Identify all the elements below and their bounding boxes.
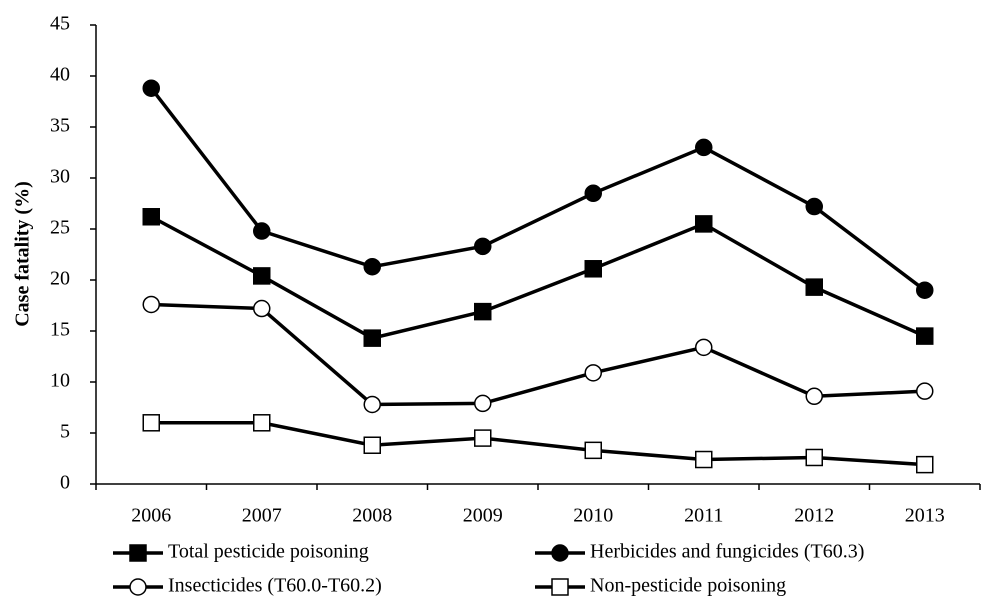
y-tick-label: 30: [50, 166, 70, 188]
y-tick-label: 40: [50, 64, 70, 86]
data-point: [142, 208, 160, 226]
data-point: [142, 79, 160, 97]
y-tick-label: 10: [50, 370, 70, 392]
data-point: [695, 450, 713, 469]
y-tick-label: 15: [50, 319, 70, 341]
data-point: [695, 338, 713, 357]
data-point: [363, 436, 381, 454]
x-tick-label: 2007: [242, 505, 282, 527]
x-tick-label: 2006: [131, 505, 171, 527]
data-point: [584, 364, 602, 382]
data-point: [695, 138, 713, 157]
data-point: [805, 197, 823, 216]
y-tick-label: 20: [50, 268, 70, 290]
legend-marker: [129, 544, 147, 562]
data-point: [916, 281, 934, 299]
data-point: [584, 260, 602, 278]
x-tick-label: 2008: [352, 505, 392, 527]
data-point: [142, 414, 160, 432]
data-point: [474, 394, 492, 413]
data-point: [805, 448, 823, 467]
legend-label: Non-pesticide poisoning: [590, 575, 786, 597]
series-line: [151, 421, 925, 467]
data-point: [253, 414, 271, 432]
y-axis-title: Case fatality (%): [12, 181, 34, 327]
y-tick-label: 35: [50, 115, 70, 137]
series-line: [150, 215, 926, 341]
y-tick-label: 0: [60, 472, 70, 494]
series-line: [149, 87, 926, 292]
x-tick-label: 2011: [684, 505, 723, 527]
data-point: [363, 395, 381, 414]
x-tick-label: 2009: [463, 505, 503, 527]
data-point: [363, 329, 381, 347]
y-tick-label: 25: [50, 217, 70, 239]
legend-label: Herbicides and fungicides (T60.3): [590, 541, 864, 563]
legend-marker: [551, 544, 569, 562]
y-tick-label: 45: [50, 13, 70, 35]
data-point: [916, 455, 934, 474]
data-point: [253, 267, 271, 285]
data-point: [584, 441, 602, 460]
legend-label: Insecticides (T60.0-T60.2): [168, 575, 382, 597]
legend-label: Total pesticide poisoning: [168, 541, 369, 563]
data-point: [474, 237, 492, 256]
data-point: [474, 302, 492, 321]
legend-marker: [129, 578, 147, 596]
data-point: [805, 278, 823, 296]
legend-marker: [551, 578, 569, 596]
data-point: [253, 299, 271, 318]
data-point: [584, 184, 602, 203]
data-point: [916, 382, 934, 400]
x-tick-label: 2013: [905, 505, 945, 527]
data-point: [253, 222, 271, 240]
x-tick-label: 2010: [573, 505, 613, 527]
x-tick-label: 2012: [794, 505, 834, 527]
series-line: [151, 302, 925, 407]
data-point: [474, 429, 492, 447]
data-point: [916, 327, 934, 345]
data-point: [142, 295, 160, 314]
data-point: [695, 215, 713, 233]
data-point: [805, 387, 823, 406]
data-point: [363, 257, 381, 276]
y-tick-label: 5: [60, 421, 70, 443]
